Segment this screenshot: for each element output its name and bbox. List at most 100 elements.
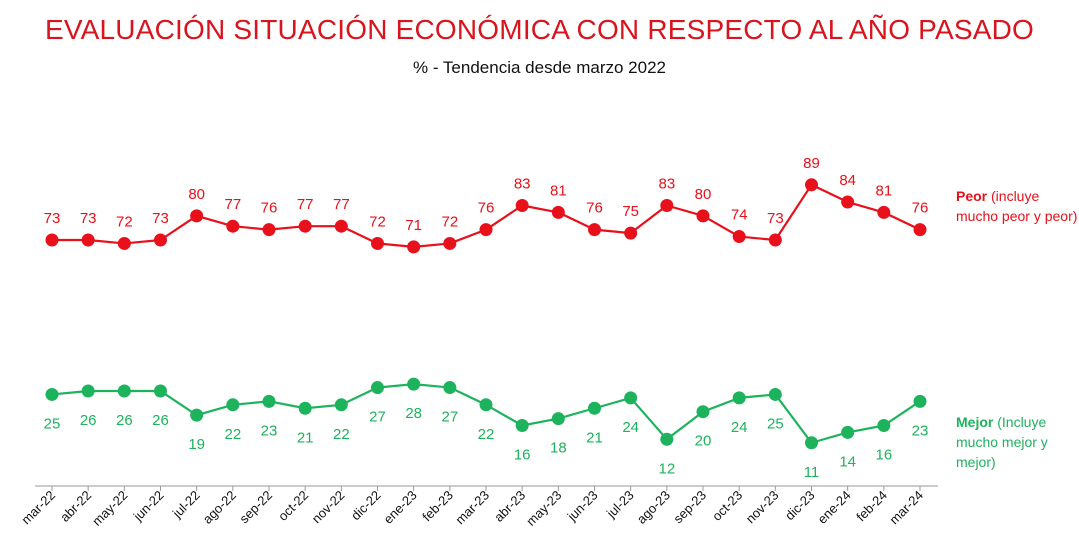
data-point-mejor [768, 387, 782, 401]
x-tick-label: ago-23 [634, 488, 673, 527]
data-point-mejor [190, 408, 204, 422]
data-label-mejor: 26 [116, 412, 133, 429]
data-label-peor: 73 [152, 210, 169, 227]
data-label-peor: 72 [441, 213, 458, 230]
x-tick-label: abr-23 [491, 488, 528, 525]
data-label-mejor: 16 [875, 447, 892, 464]
data-label-peor: 73 [44, 210, 61, 227]
legend-peor: Peor (incluye mucho peor y peor) [956, 186, 1079, 226]
chart-subtitle: % - Tendencia desde marzo 2022 [413, 58, 666, 77]
data-point-mejor [154, 384, 167, 398]
data-point-mejor [407, 377, 421, 391]
data-label-peor: 76 [586, 200, 603, 217]
data-label-mejor: 19 [188, 436, 205, 453]
data-point-peor [696, 209, 710, 223]
x-tick-label: feb-24 [853, 488, 890, 525]
x-tick-label: abr-22 [57, 488, 94, 525]
data-label-peor: 76 [478, 200, 495, 217]
data-point-peor [298, 219, 312, 233]
data-label-peor: 72 [116, 213, 133, 230]
data-point-mejor [371, 381, 384, 395]
data-label-mejor: 18 [550, 440, 567, 457]
data-label-mejor: 22 [478, 426, 495, 443]
legend-mejor: Mejor (Incluye mucho mejor y mejor) [956, 412, 1079, 472]
x-tick-label: ene-24 [815, 488, 854, 527]
data-label-mejor: 23 [912, 422, 929, 439]
data-point-peor [515, 199, 529, 212]
data-point-mejor [841, 425, 855, 439]
data-point-mejor [515, 419, 529, 432]
data-point-mejor [660, 432, 674, 446]
x-tick-label: oct-23 [709, 488, 745, 524]
data-label-mejor: 14 [839, 453, 856, 470]
data-point-mejor [696, 405, 710, 419]
data-label-mejor: 21 [297, 429, 314, 446]
data-label-peor: 81 [875, 182, 892, 199]
data-label-mejor: 22 [333, 426, 350, 443]
data-label-peor: 89 [803, 155, 820, 172]
x-tick-label: sep-22 [236, 488, 275, 527]
data-label-mejor: 24 [622, 419, 639, 436]
x-tick-label: sep-23 [670, 488, 709, 527]
data-point-peor [407, 240, 421, 254]
data-label-peor: 76 [912, 200, 929, 217]
data-label-mejor: 20 [695, 433, 712, 450]
data-point-peor [154, 233, 167, 247]
x-tick-label: dic-22 [348, 488, 384, 524]
data-point-peor [805, 178, 818, 192]
data-label-peor: 81 [550, 182, 567, 199]
data-label-mejor: 26 [152, 412, 169, 429]
x-tick-label: may-22 [89, 488, 130, 529]
data-label-peor: 71 [405, 217, 422, 234]
data-point-peor [913, 223, 927, 237]
data-label-peor: 83 [514, 176, 531, 193]
data-label-peor: 77 [297, 196, 314, 213]
data-point-peor [551, 205, 565, 219]
legend-mejor-bold: Mejor [956, 414, 994, 430]
data-point-peor [732, 230, 746, 244]
data-point-peor [588, 223, 601, 237]
data-label-mejor: 27 [441, 409, 458, 426]
data-point-mejor [45, 387, 59, 401]
data-point-mejor [334, 398, 348, 412]
x-tick-label: jun-23 [564, 488, 601, 525]
x-tick-label: nov-23 [743, 488, 782, 527]
data-label-peor: 80 [188, 186, 205, 203]
data-label-mejor: 12 [658, 460, 675, 477]
x-tick-label: dic-23 [782, 488, 818, 524]
data-point-peor [624, 226, 638, 240]
x-tick-label: mar-23 [452, 488, 492, 528]
data-point-peor [841, 195, 855, 209]
data-label-mejor: 27 [369, 409, 386, 426]
x-tick-label: ago-22 [200, 488, 239, 527]
data-label-mejor: 22 [224, 426, 241, 443]
data-label-mejor: 11 [804, 464, 820, 481]
data-point-mejor [732, 391, 746, 405]
data-label-peor: 77 [224, 196, 241, 213]
data-point-mejor [551, 412, 565, 426]
data-point-peor [479, 223, 493, 237]
x-tick-label: may-23 [523, 488, 564, 529]
data-point-peor [190, 209, 204, 223]
data-label-peor: 84 [839, 172, 856, 189]
data-point-peor [226, 219, 240, 233]
data-point-mejor [913, 394, 927, 408]
data-point-mejor [588, 401, 601, 415]
data-label-peor: 83 [658, 176, 675, 193]
x-tick-label: mar-24 [886, 488, 926, 528]
data-point-mejor [298, 401, 312, 415]
data-label-mejor: 23 [261, 422, 278, 439]
data-label-mejor: 25 [44, 415, 61, 432]
legend-mejor-rest: (Incluye mucho mejor y mejor) [956, 414, 1048, 470]
x-tick-label: oct-22 [275, 488, 311, 524]
chart-title: EVALUACIÓN SITUACIÓN ECONÓMICA CON RESPE… [44, 14, 1035, 45]
data-point-mejor [479, 398, 493, 412]
data-label-mejor: 28 [405, 405, 422, 422]
data-point-peor [81, 233, 95, 247]
x-tick-label: mar-22 [18, 488, 58, 528]
legend-peor-rest: (incluye mucho peor y peor) [956, 188, 1078, 224]
data-label-peor: 80 [695, 186, 712, 203]
data-label-peor: 75 [622, 203, 639, 220]
data-point-peor [371, 236, 384, 250]
